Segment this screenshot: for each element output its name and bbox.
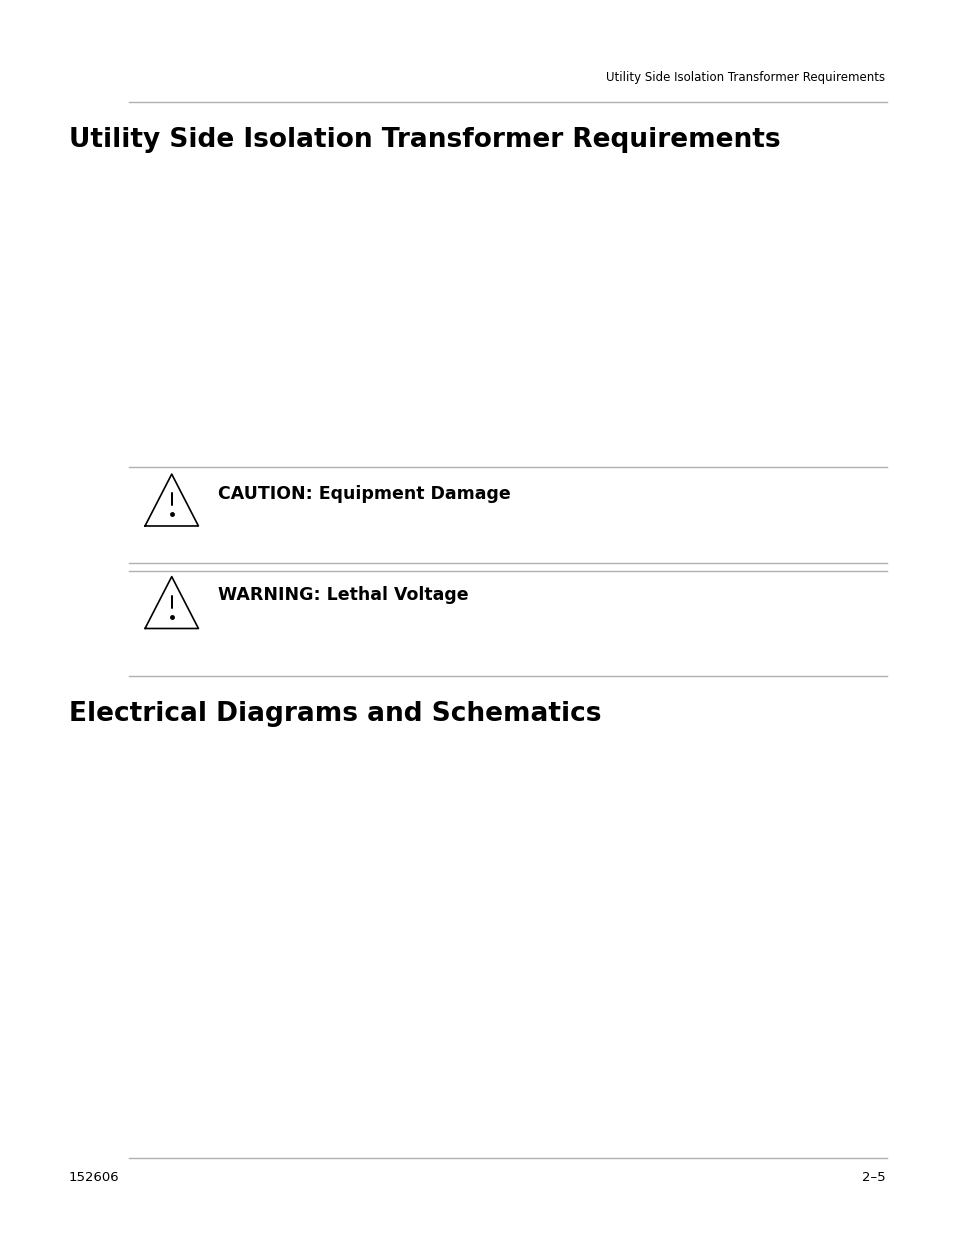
Text: Electrical Diagrams and Schematics: Electrical Diagrams and Schematics <box>69 701 600 727</box>
Text: CAUTION: Equipment Damage: CAUTION: Equipment Damage <box>217 485 510 503</box>
Text: Utility Side Isolation Transformer Requirements: Utility Side Isolation Transformer Requi… <box>605 70 884 84</box>
Text: 152606: 152606 <box>69 1171 119 1184</box>
Text: 2–5: 2–5 <box>861 1171 884 1184</box>
Text: Utility Side Isolation Transformer Requirements: Utility Side Isolation Transformer Requi… <box>69 127 780 153</box>
Text: WARNING: Lethal Voltage: WARNING: Lethal Voltage <box>217 587 468 604</box>
